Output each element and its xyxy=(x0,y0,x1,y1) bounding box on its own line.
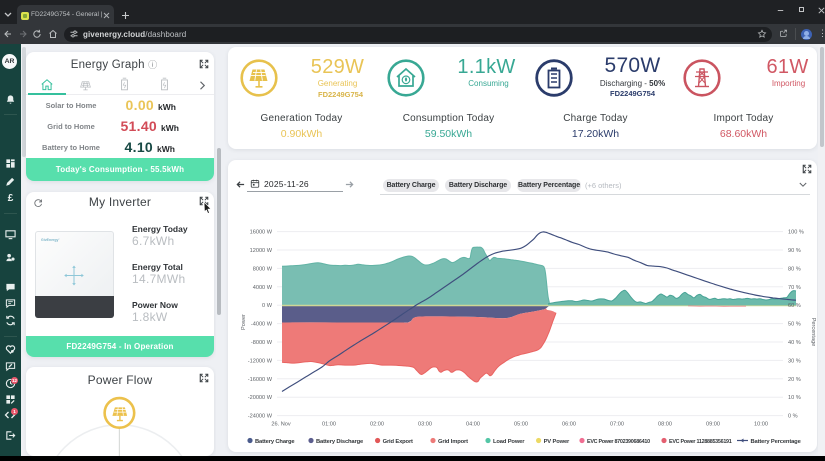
svg-text:Grid Export: Grid Export xyxy=(383,439,413,445)
svg-text:Battery Charge: Battery Charge xyxy=(255,439,295,445)
svg-text:Load Power: Load Power xyxy=(493,439,525,445)
svg-text:12000 W: 12000 W xyxy=(250,248,273,254)
svg-text:Percentage: Percentage xyxy=(810,318,816,347)
svg-text:05:00: 05:00 xyxy=(514,422,528,428)
svg-text:80 %: 80 % xyxy=(788,266,801,272)
svg-text:-12000 W: -12000 W xyxy=(248,358,273,364)
svg-text:30 %: 30 % xyxy=(788,358,801,364)
svg-text:07:00: 07:00 xyxy=(610,422,624,428)
svg-text:40 %: 40 % xyxy=(788,340,801,346)
svg-text:PV Power: PV Power xyxy=(544,439,570,445)
svg-text:-16000 W: -16000 W xyxy=(248,377,273,383)
svg-text:8000 W: 8000 W xyxy=(253,266,273,272)
svg-text:90 %: 90 % xyxy=(788,248,801,254)
svg-text:Battery Percentage: Battery Percentage xyxy=(751,439,802,445)
svg-text:02:00: 02:00 xyxy=(370,422,384,428)
svg-text:06:00: 06:00 xyxy=(562,422,576,428)
svg-text:20 %: 20 % xyxy=(788,377,801,383)
svg-text:10 %: 10 % xyxy=(788,395,801,401)
svg-text:0 %: 0 % xyxy=(788,414,798,420)
svg-text:50 %: 50 % xyxy=(788,322,801,328)
svg-text:-24000 W: -24000 W xyxy=(248,414,273,420)
svg-text:-20000 W: -20000 W xyxy=(248,395,273,401)
svg-text:-4000 W: -4000 W xyxy=(251,322,273,328)
svg-text:08:00: 08:00 xyxy=(658,422,672,428)
svg-text:10:00: 10:00 xyxy=(754,422,768,428)
svg-text:100 %: 100 % xyxy=(788,230,804,236)
svg-text:EVC Power 1128885356191: EVC Power 1128885356191 xyxy=(669,439,732,445)
svg-text:Power: Power xyxy=(241,314,247,330)
svg-text:60 %: 60 % xyxy=(788,303,801,309)
svg-text:09:00: 09:00 xyxy=(706,422,720,428)
svg-text:4000 W: 4000 W xyxy=(253,285,273,291)
svg-text:03:00: 03:00 xyxy=(418,422,432,428)
svg-text:26. Nov: 26. Nov xyxy=(271,422,290,428)
svg-text:04:00: 04:00 xyxy=(466,422,480,428)
svg-text:-8000 W: -8000 W xyxy=(251,340,273,346)
svg-text:16000 W: 16000 W xyxy=(250,230,273,236)
svg-text:01:00: 01:00 xyxy=(322,422,336,428)
svg-text:EVC Power 8702390686410: EVC Power 8702390686410 xyxy=(587,439,650,445)
svg-text:Grid Import: Grid Import xyxy=(438,439,468,445)
svg-text:0 W: 0 W xyxy=(262,303,273,309)
svg-text:Battery Discharge: Battery Discharge xyxy=(316,439,364,445)
svg-text:70 %: 70 % xyxy=(788,285,801,291)
